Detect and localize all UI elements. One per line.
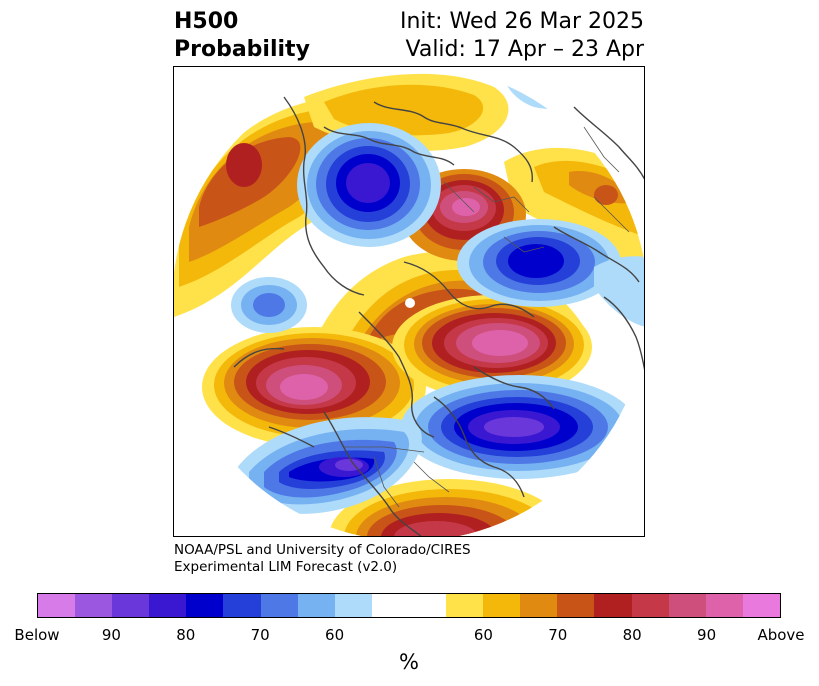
colorbar-swatch [334, 594, 372, 617]
colorbar-tick-label: 70 [250, 626, 270, 644]
political-borders [344, 126, 630, 508]
colorbar-tick-label: 80 [622, 626, 642, 644]
colorbar-swatch [631, 594, 669, 617]
colorbar-swatch [742, 594, 780, 617]
colorbar-swatch [594, 594, 632, 617]
anomaly-north-pacific-negative [234, 417, 422, 514]
anomaly-atlantic-negative [401, 375, 637, 479]
colorbar-swatch [260, 594, 298, 617]
anomaly-canada-positive [392, 295, 592, 399]
colorbar-tick-label: Below [14, 626, 60, 644]
colorbar-tick-label: 90 [697, 626, 717, 644]
colorbar-swatch [223, 594, 261, 617]
coastlines [233, 96, 644, 536]
colorbar-swatch [149, 594, 187, 617]
colorbar-swatch [38, 594, 76, 617]
valid-date: Valid: 17 Apr – 23 Apr [405, 37, 645, 62]
colorbar-swatch [371, 594, 409, 617]
colorbar-tick-label: 70 [548, 626, 568, 644]
colorbar-swatch [520, 594, 558, 617]
colorbar-swatch [75, 594, 113, 617]
title-variable: H500 [174, 9, 239, 34]
credit-text: NOAA/PSL and University of Colorado/CIRE… [174, 542, 471, 576]
colorbar-swatch [112, 594, 150, 617]
anomaly-europe-negative [457, 219, 621, 307]
credit-line-1: NOAA/PSL and University of Colorado/CIRE… [174, 542, 471, 558]
colorbar-swatch [186, 594, 224, 617]
title-field: Probability [174, 37, 310, 62]
colorbar-swatch [297, 594, 335, 617]
colorbar-tick-label: 90 [101, 626, 121, 644]
colorbar [37, 593, 781, 618]
colorbar-tick-label: 60 [473, 626, 493, 644]
colorbar-swatch [408, 594, 447, 617]
colorbar-swatch [483, 594, 521, 617]
date-block: Init: Wed 26 Mar 2025 Valid: 17 Apr – 23… [400, 8, 644, 64]
colorbar-tick-label: 80 [176, 626, 196, 644]
title-block: H500 Probability [174, 8, 310, 64]
credit-line-2: Experimental LIM Forecast (v2.0) [174, 559, 398, 575]
colorbar-swatch [557, 594, 595, 617]
colorbar-unit: % [399, 650, 419, 674]
init-date: Init: Wed 26 Mar 2025 [399, 9, 644, 34]
map-panel [173, 66, 645, 537]
probability-map [174, 73, 644, 536]
anomaly-siberia-negative [297, 123, 441, 247]
colorbar-swatch [668, 594, 706, 617]
colorbar-swatch [705, 594, 743, 617]
colorbar-tick-label: 60 [325, 626, 345, 644]
anomaly-gulf-alaska-positive [202, 327, 426, 447]
colorbar-tick-label: Above [757, 626, 805, 644]
colorbar-swatch [446, 594, 484, 617]
